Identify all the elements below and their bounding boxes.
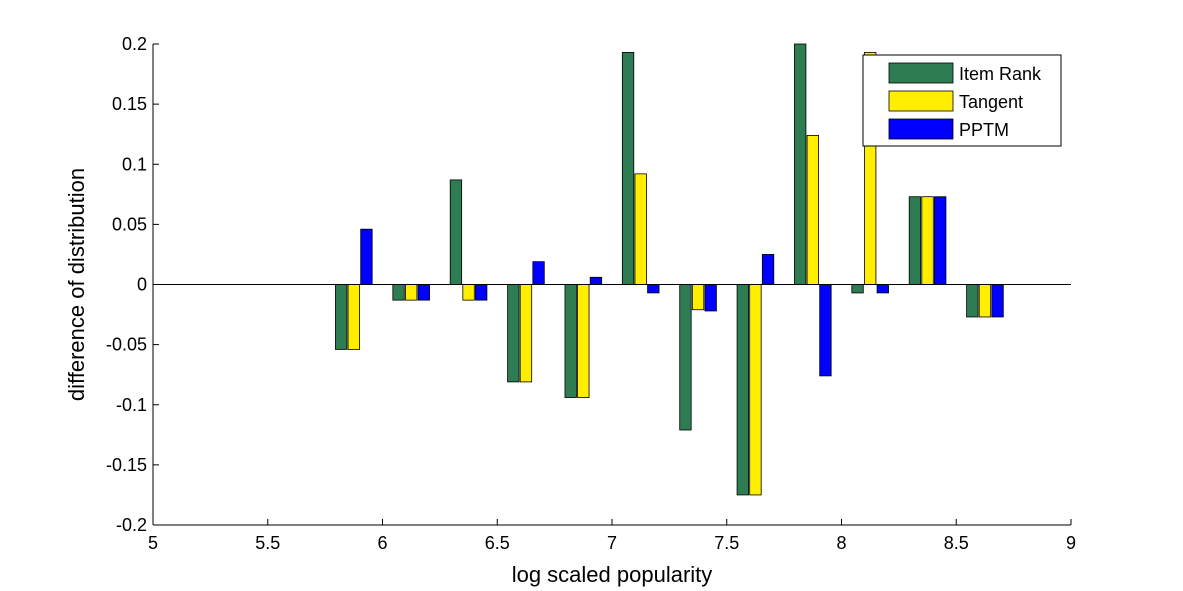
x-tick-label: 8 <box>836 533 846 553</box>
y-tick-label: 0.2 <box>122 34 147 54</box>
y-tick-label: 0.1 <box>122 154 147 174</box>
legend-swatch <box>888 118 954 140</box>
y-tick-label: 0.15 <box>112 94 147 114</box>
x-axis-ticks: 5 5.5 6 6.5 7 7.5 8 8.5 9 <box>148 519 1076 553</box>
bar-tangent-4 <box>577 284 590 398</box>
x-tick-label: 7 <box>607 533 617 553</box>
legend-label: Item Rank <box>959 64 1042 84</box>
legend-swatch <box>888 62 954 84</box>
bar-pptm-8 <box>819 284 832 377</box>
bar-tangent-6 <box>691 284 705 311</box>
y-tick-label: -0.15 <box>106 455 147 475</box>
bar-pptm-5 <box>647 284 660 294</box>
bar-item-rank-11 <box>966 284 979 318</box>
bar-item-rank-9 <box>851 284 864 294</box>
x-tick-label: 5 <box>148 533 158 553</box>
x-axis-label: log scaled popularity <box>512 562 713 587</box>
y-tick-label: -0.1 <box>116 395 147 415</box>
bar-tangent-8 <box>806 134 819 285</box>
bar-pptm-9 <box>876 284 889 294</box>
bar-tangent-10 <box>921 196 934 285</box>
x-tick-label: 8.5 <box>944 533 969 553</box>
bar-pptm-11 <box>991 284 1004 318</box>
y-tick-label: 0 <box>137 275 147 295</box>
bar-pptm-4 <box>589 276 603 285</box>
bar-item-rank-2 <box>449 179 463 285</box>
bar-pptm-1 <box>417 284 430 301</box>
bar-tangent-11 <box>978 284 992 318</box>
bar-tangent-3 <box>519 284 533 383</box>
bar-tangent-2 <box>462 284 475 301</box>
x-tick-label: 6.5 <box>485 533 510 553</box>
bar-item-rank-10 <box>908 196 922 285</box>
bar-item-rank-4 <box>564 284 577 398</box>
y-axis-label: difference of distribution <box>64 168 89 401</box>
bar-pptm-3 <box>532 261 545 285</box>
legend: Item Rank Tangent PPTM <box>862 54 1062 147</box>
y-tick-label: -0.05 <box>106 335 147 355</box>
y-tick-label: -0.2 <box>116 515 147 535</box>
bar-item-rank-3 <box>507 284 520 383</box>
bar-pptm-7 <box>761 254 775 285</box>
bar-item-rank-6 <box>679 284 692 431</box>
x-tick-label: 5.5 <box>255 533 280 553</box>
bar-pptm-0 <box>360 228 373 285</box>
bar-item-rank-0 <box>335 284 348 350</box>
x-tick-label: 9 <box>1066 533 1076 553</box>
legend-label: PPTM <box>959 120 1009 140</box>
bar-tangent-1 <box>405 284 418 301</box>
bars-group <box>335 43 1004 496</box>
y-tick-label: 0.05 <box>112 214 147 234</box>
x-tick-label: 6 <box>377 533 387 553</box>
x-tick-label: 7.5 <box>714 533 739 553</box>
bar-item-rank-5 <box>621 52 635 285</box>
bar-tangent-7 <box>749 284 762 496</box>
bar-item-rank-1 <box>392 284 405 301</box>
y-axis-ticks: 0.2 0.15 0.1 0.05 0 -0.05 -0.1 -0.15 -0.2 <box>106 34 159 535</box>
bar-item-rank-7 <box>736 284 749 496</box>
legend-swatch <box>888 90 954 112</box>
bar-pptm-6 <box>704 284 717 312</box>
legend-label: Tangent <box>959 92 1023 112</box>
bar-item-rank-8 <box>794 43 807 285</box>
bar-pptm-2 <box>475 284 488 301</box>
bar-tangent-5 <box>634 173 647 285</box>
bar-tangent-0 <box>347 284 360 350</box>
bar-pptm-10 <box>934 196 947 285</box>
